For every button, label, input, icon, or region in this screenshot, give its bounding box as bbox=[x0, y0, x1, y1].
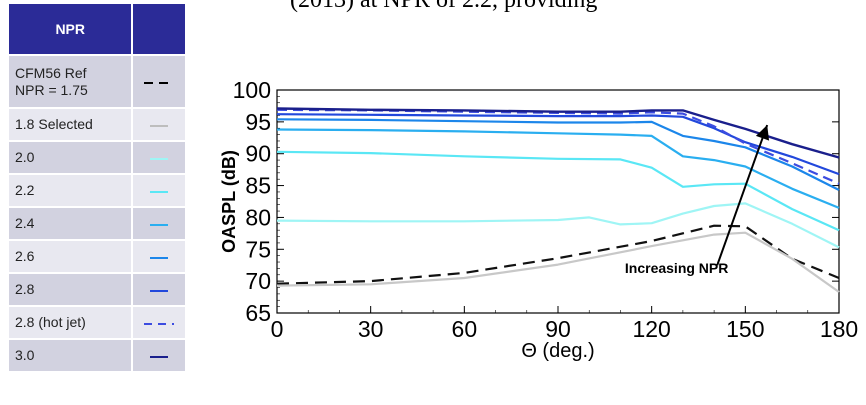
y-tick-label: 80 bbox=[245, 204, 271, 230]
oaspl-chart: 65 70 75 80 85 90 95 100 0 30 60 90 120 150 180 Θ (deg.… bbox=[219, 77, 858, 362]
annotation-arrow-head bbox=[755, 125, 770, 141]
y-tick-label: 65 bbox=[245, 300, 271, 326]
x-tick-label: 120 bbox=[632, 316, 670, 342]
y-tick-label: 90 bbox=[245, 141, 271, 167]
y-axis-label: OASPL (dB) bbox=[219, 150, 239, 253]
series-line bbox=[276, 224, 840, 285]
legend-swatch-line bbox=[150, 289, 169, 292]
annotation-label: Increasing NPR bbox=[625, 260, 728, 276]
legend-row-label: 2.6 bbox=[9, 241, 134, 274]
legend-header-style bbox=[133, 4, 187, 56]
series-line bbox=[276, 202, 840, 249]
legend-row: 3.0 bbox=[9, 340, 187, 373]
legend-row-label: 2.2 bbox=[9, 175, 134, 208]
legend-row-label: 3.0 bbox=[9, 340, 134, 373]
series-line bbox=[276, 128, 840, 209]
legend-row-label: CFM56 Ref NPR = 1.75 bbox=[9, 56, 134, 109]
series-line bbox=[276, 231, 840, 293]
x-tick-label: 30 bbox=[358, 316, 384, 342]
legend-row-label: 2.8 (hot jet) bbox=[9, 307, 134, 340]
legend-row: CFM56 Ref NPR = 1.75 bbox=[9, 56, 187, 109]
legend-swatch bbox=[133, 274, 187, 307]
legend-swatch-line bbox=[150, 355, 169, 358]
annotation-arrow-shaft bbox=[716, 124, 769, 266]
x-tick-label: 60 bbox=[452, 316, 478, 342]
legend-row: 2.4 bbox=[9, 208, 187, 241]
legend-row: 2.8 bbox=[9, 274, 187, 307]
legend-row-label: 2.8 bbox=[9, 274, 134, 307]
y-tick-label: 70 bbox=[245, 268, 271, 294]
series-line bbox=[276, 113, 840, 176]
legend-swatch-line bbox=[144, 322, 175, 325]
legend-swatch bbox=[133, 109, 187, 142]
npr-legend-table: NPR CFM56 Ref NPR = 1.75 1.8 Selected 2.… bbox=[9, 4, 187, 373]
legend-swatch-line bbox=[144, 81, 175, 84]
legend-header-row: NPR bbox=[9, 4, 187, 56]
legend-row: 2.0 bbox=[9, 142, 187, 175]
x-tick-label: 150 bbox=[726, 316, 764, 342]
series-line bbox=[276, 118, 840, 191]
legend-row-label: 2.4 bbox=[9, 208, 134, 241]
legend-swatch-line bbox=[150, 256, 169, 259]
series-line bbox=[276, 150, 840, 232]
legend-swatch-line bbox=[150, 157, 169, 160]
y-tick-label: 85 bbox=[245, 173, 271, 199]
legend-swatch bbox=[133, 307, 187, 340]
legend-swatch bbox=[133, 241, 187, 274]
legend-row-label: 2.0 bbox=[9, 142, 134, 175]
legend-row: 2.2 bbox=[9, 175, 187, 208]
legend-header-npr: NPR bbox=[9, 4, 134, 56]
x-tick-label: 0 bbox=[271, 316, 284, 342]
legend-swatch bbox=[133, 340, 187, 373]
series-line bbox=[276, 108, 840, 185]
x-tick-label: 180 bbox=[820, 316, 858, 342]
top-text-fragment: (2013) at NPR of 2.2, providing bbox=[290, 0, 598, 13]
legend-swatch bbox=[133, 142, 187, 175]
legend-swatch-line bbox=[150, 124, 169, 127]
legend-row-label: 1.8 Selected bbox=[9, 109, 134, 142]
y-tick-label: 100 bbox=[233, 77, 271, 103]
legend-swatch bbox=[133, 175, 187, 208]
y-tick-label: 95 bbox=[245, 109, 271, 135]
legend-swatch-line bbox=[150, 223, 169, 226]
legend-row: 2.6 bbox=[9, 241, 187, 274]
legend-swatch-line bbox=[150, 190, 169, 193]
x-axis-label: Θ (deg.) bbox=[521, 340, 594, 362]
legend-row: 1.8 Selected bbox=[9, 109, 187, 142]
y-tick-label: 75 bbox=[245, 236, 271, 262]
legend-swatch bbox=[133, 208, 187, 241]
x-tick-label: 90 bbox=[545, 316, 571, 342]
legend-row: 2.8 (hot jet) bbox=[9, 307, 187, 340]
legend-swatch bbox=[133, 56, 187, 109]
